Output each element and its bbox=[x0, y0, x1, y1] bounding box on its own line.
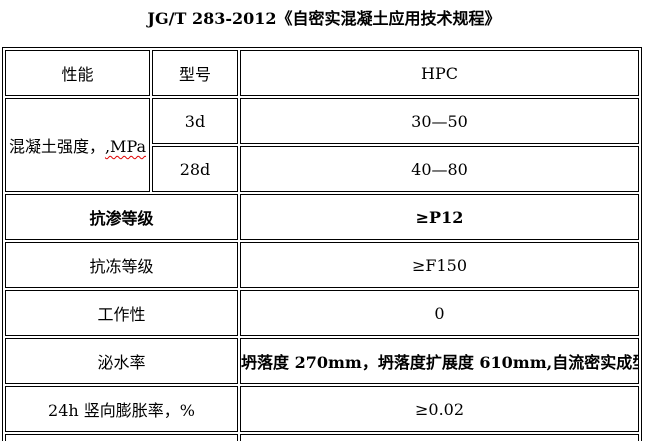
table-row-empty-clipped bbox=[5, 434, 639, 441]
strength-range-cell: 40—80 bbox=[240, 146, 639, 192]
table-row-expansion-rate: 24h 竖向膨胀率，% ≥0.02 bbox=[5, 386, 639, 432]
header-cell-type: HPC bbox=[240, 50, 639, 96]
spec-value-cell: 0 bbox=[240, 290, 639, 336]
spec-value-cell: ≥P12 bbox=[240, 194, 639, 240]
page-title: JG/T 283-2012《自密实混凝土应用技术规程》 bbox=[147, 9, 501, 28]
spec-table: 性能 型号 HPC 混凝土强度，,MPa 3d 30—50 28d 40—80 … bbox=[2, 47, 642, 441]
spec-label-cell-empty bbox=[5, 434, 238, 441]
spec-value-cell: ≥0.02 bbox=[240, 386, 639, 432]
table-row-bleeding-rate: 泌水率 坍落度 270mm，坍落度扩展度 610mm,自流密实成型 bbox=[5, 338, 639, 384]
spec-value-cell: 坍落度 270mm，坍落度扩展度 610mm,自流密实成型 bbox=[240, 338, 639, 384]
spec-value-cell-empty bbox=[240, 434, 639, 441]
strength-unit-misspelled: ,MPa bbox=[104, 137, 147, 156]
spec-label-cell: 抗冻等级 bbox=[5, 242, 238, 288]
table-header-row: 性能 型号 HPC bbox=[5, 50, 639, 96]
header-cell-performance: 性能 bbox=[5, 50, 150, 96]
strength-label-cell: 混凝土强度，,MPa bbox=[5, 98, 150, 192]
spec-label-cell: 抗渗等级 bbox=[5, 194, 238, 240]
strength-label-text: 混凝土强度， bbox=[8, 137, 105, 156]
table-row-workability: 工作性 0 bbox=[5, 290, 639, 336]
spec-label-cell: 24h 竖向膨胀率，% bbox=[5, 386, 238, 432]
spec-value-cell: ≥F150 bbox=[240, 242, 639, 288]
spec-label-cell: 工作性 bbox=[5, 290, 238, 336]
table-row-frost-resistance: 抗冻等级 ≥F150 bbox=[5, 242, 639, 288]
table-row-strength-3d: 混凝土强度，,MPa 3d 30—50 bbox=[5, 98, 639, 192]
strength-age-cell: 3d bbox=[152, 98, 238, 144]
table-row-strength-28d: 28d 40—80 bbox=[5, 146, 639, 192]
spec-label-cell: 泌水率 bbox=[5, 338, 238, 384]
header-cell-model: 型号 bbox=[152, 50, 238, 96]
table-row-impermeability: 抗渗等级 ≥P12 bbox=[5, 194, 639, 240]
strength-range-cell: 30—50 bbox=[240, 98, 639, 144]
strength-age-cell: 28d bbox=[152, 146, 238, 192]
